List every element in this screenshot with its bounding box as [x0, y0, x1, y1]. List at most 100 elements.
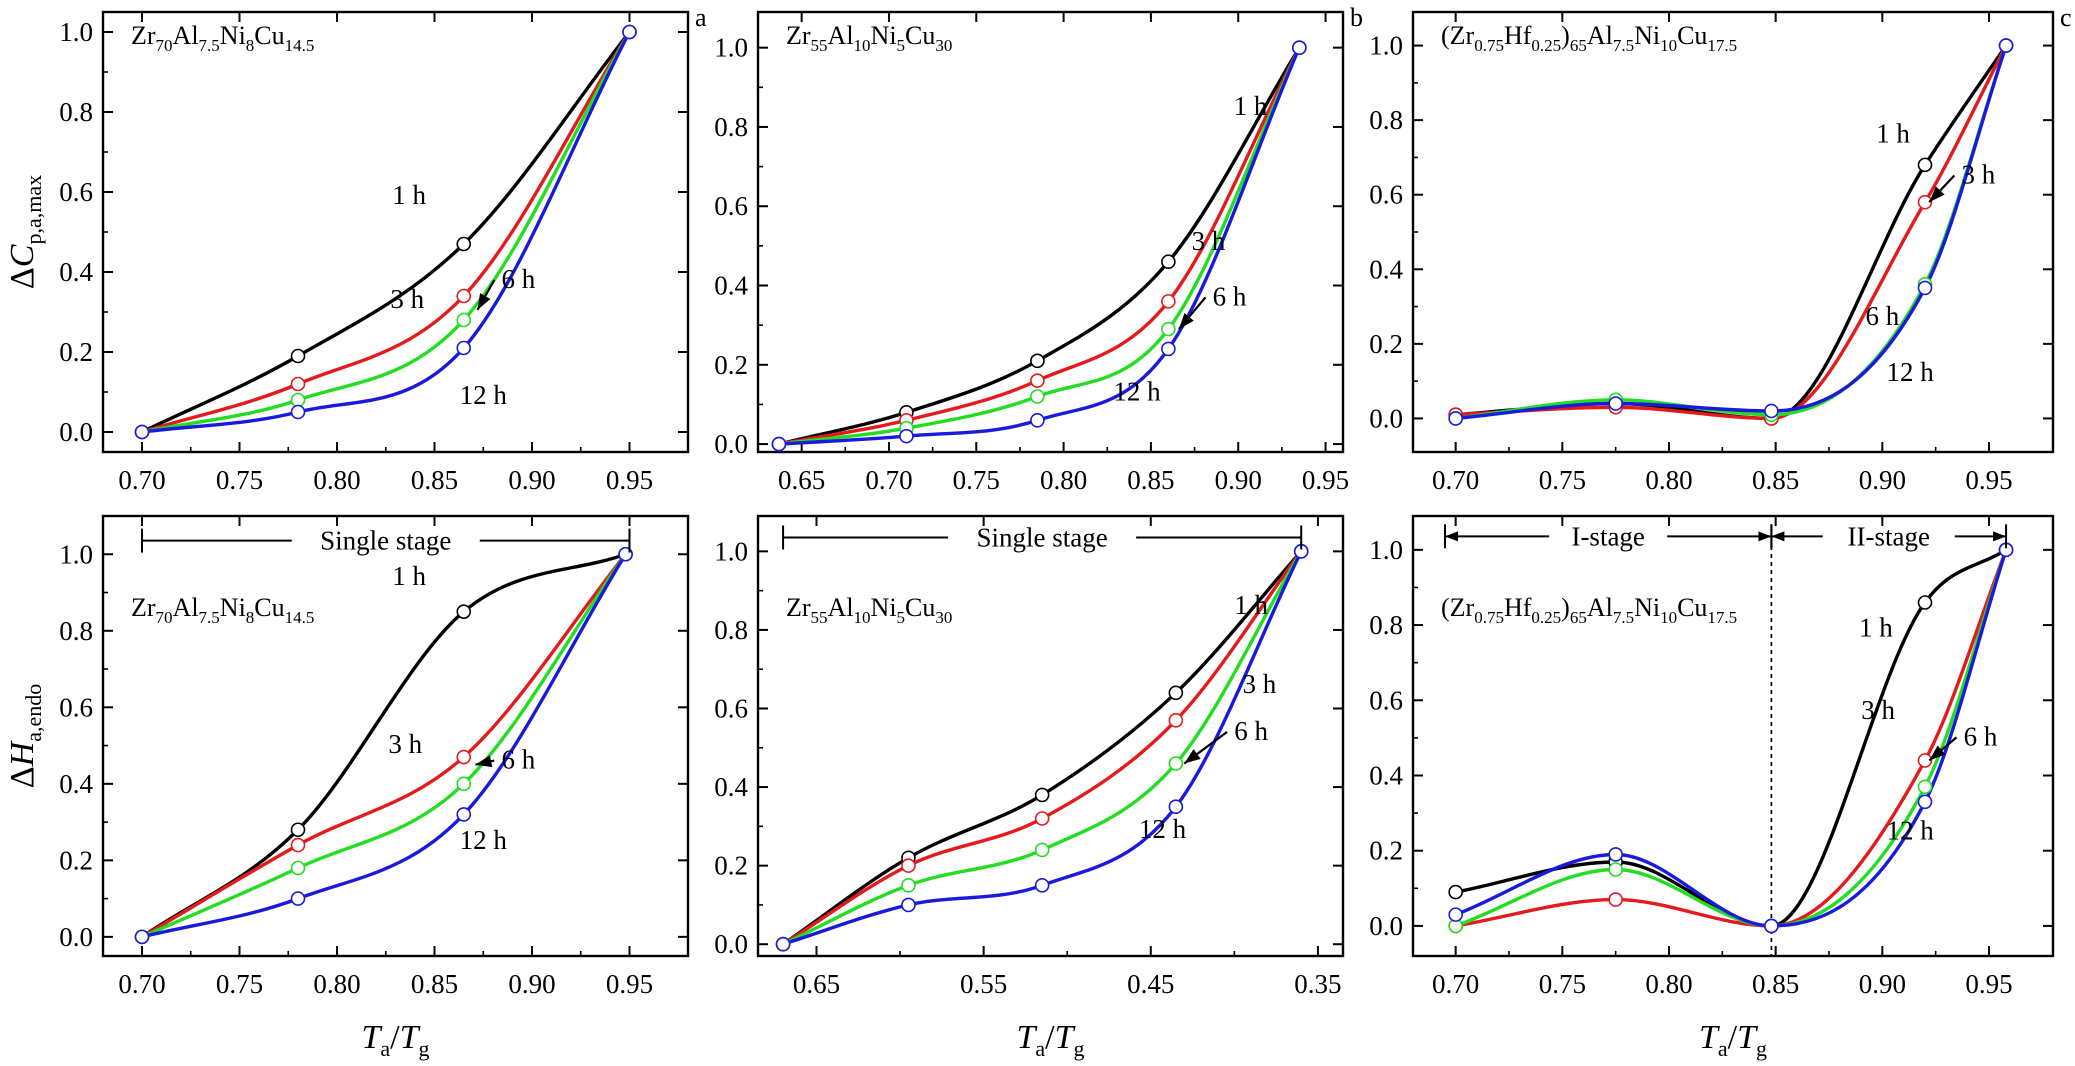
y-tick-label: 0.0: [59, 417, 93, 447]
stage-label: Single stage: [320, 526, 451, 556]
data-point-3h: [1917, 194, 1933, 210]
data-point-12h: [1161, 341, 1176, 357]
annotation-arrow-head: [1929, 745, 1946, 761]
data-point-12h: [1917, 794, 1933, 810]
y-tick-label: 0.6: [714, 191, 748, 221]
alloy-formula: (Zr0.75Hf0.25)65Al7.5Ni10Cu17.5: [1441, 21, 1737, 55]
data-point-12h: [1608, 396, 1623, 411]
y-tick-label: 0.0: [59, 922, 93, 952]
data-point-1h: [1161, 254, 1176, 270]
series-line-1h: [778, 46, 1301, 446]
alloy-formula: Zr70Al7.5Ni8Cu14.5: [131, 593, 314, 627]
y-tick-label: 1.0: [714, 536, 748, 566]
data-point-1h: [456, 604, 472, 619]
data-point-3h: [901, 858, 916, 873]
x-tick-label: 0.85: [1752, 969, 1799, 999]
y-tick-label: 0.8: [59, 616, 93, 646]
data-point-6h: [456, 312, 472, 328]
x-tick-label: 0.75: [953, 465, 1000, 495]
data-point-3h: [1608, 892, 1623, 907]
data-point-1h: [1168, 685, 1184, 701]
x-tick-label: 0.75: [216, 969, 263, 999]
data-point-12h: [456, 807, 472, 822]
series-label: 1 h: [1859, 612, 1893, 642]
x-axis-title: Ta/Tg: [1699, 1019, 1767, 1061]
data-point-1h: [1917, 157, 1933, 173]
annotation-arrow-head: [477, 293, 491, 310]
data-point-3h: [1168, 712, 1184, 728]
y-axis-title: ΔCp,a,max: [4, 175, 46, 289]
annotation-arrow-head: [1184, 749, 1201, 764]
data-point-12h: [1764, 403, 1779, 419]
series-line-12h: [141, 553, 628, 939]
series-label: 6 h: [1213, 281, 1247, 311]
x-tick-label: 0.65: [793, 969, 840, 999]
series-label: 1 h: [392, 180, 426, 210]
series-label: 3 h: [390, 284, 424, 314]
data-point-3h: [1917, 753, 1933, 768]
data-point-12h: [134, 424, 150, 440]
stage-label: I-stage: [1571, 521, 1644, 551]
data-point-1h: [290, 822, 306, 838]
y-tick-label: 0.2: [59, 845, 93, 875]
x-tick-label: 0.35: [1294, 969, 1341, 999]
data-point-6h: [1917, 779, 1933, 795]
series-line-1h: [141, 30, 631, 434]
chart-panel-1: 0.70 0.75 0.80 0.85 0.90 0.95 0.0 0.2 0.4 0.6 0.8 1…: [4, 3, 707, 495]
y-tick-label: 0.6: [714, 694, 748, 724]
y-tick-label: 0.8: [714, 615, 748, 645]
series-label: 6 h: [1234, 716, 1268, 746]
plot-frame: [756, 514, 1345, 958]
x-tick-label: 0.85: [411, 969, 458, 999]
data-point-3h: [1030, 373, 1045, 388]
y-tick-label: 0.2: [714, 851, 748, 881]
y-tick-label: 0.6: [59, 692, 93, 722]
data-point-6h: [1030, 389, 1045, 404]
x-tick-label: 0.70: [118, 969, 165, 999]
panel-letter: b: [1350, 3, 1363, 32]
stage-label: Single stage: [977, 523, 1108, 553]
x-tick-label: 0.90: [1215, 465, 1262, 495]
x-tick-label: 0.90: [1859, 465, 1906, 495]
x-tick-label: 0.95: [606, 969, 653, 999]
x-axis-title: Ta/Tg: [1016, 1019, 1084, 1061]
series-line-12h: [141, 31, 632, 434]
panel-letter: a: [695, 3, 707, 32]
y-tick-label: 0.4: [59, 769, 93, 799]
x-tick-label: 0.75: [216, 465, 263, 495]
x-tick-label: 0.70: [118, 465, 165, 495]
x-tick-label: 0.85: [411, 465, 458, 495]
data-point-3h: [1161, 294, 1176, 309]
annotation-arrow-head: [1178, 313, 1194, 330]
plot-frame: [756, 10, 1345, 454]
x-tick-label: 0.90: [508, 465, 555, 495]
series-line-3h: [778, 46, 1301, 446]
data-point-1h: [1448, 884, 1463, 900]
x-tick-label: 0.80: [1645, 465, 1692, 495]
data-point-12h: [1448, 411, 1463, 426]
data-point-1h: [1030, 353, 1045, 369]
data-point-12h: [1917, 280, 1933, 296]
series-line-12h: [778, 47, 1301, 446]
x-tick-label: 0.80: [313, 465, 360, 495]
alloy-formula: Zr55Al10Ni5Cu30: [786, 593, 952, 627]
alloy-formula: (Zr0.75Hf0.25)65Al7.5Ni10Cu17.5: [1441, 593, 1737, 627]
series-label: 1 h: [1234, 590, 1268, 620]
x-tick-label: 0.80: [1645, 969, 1692, 999]
series-label: 6 h: [1964, 721, 1998, 751]
data-point-12h: [134, 929, 150, 945]
y-tick-label: 0.0: [714, 929, 748, 959]
data-point-12h: [1292, 40, 1307, 55]
series-label: 1 h: [1234, 91, 1268, 121]
x-tick-label: 0.85: [1752, 465, 1799, 495]
x-tick-label: 0.80: [313, 969, 360, 999]
data-point-12h: [1030, 412, 1045, 428]
series-label: 12 h: [1139, 814, 1187, 844]
data-point-3h: [456, 288, 472, 304]
data-point-1h: [456, 236, 472, 252]
data-point-12h: [1764, 918, 1779, 934]
data-point-12h: [771, 436, 787, 452]
series-label: 12 h: [460, 380, 508, 410]
y-tick-label: 0.2: [714, 350, 748, 380]
